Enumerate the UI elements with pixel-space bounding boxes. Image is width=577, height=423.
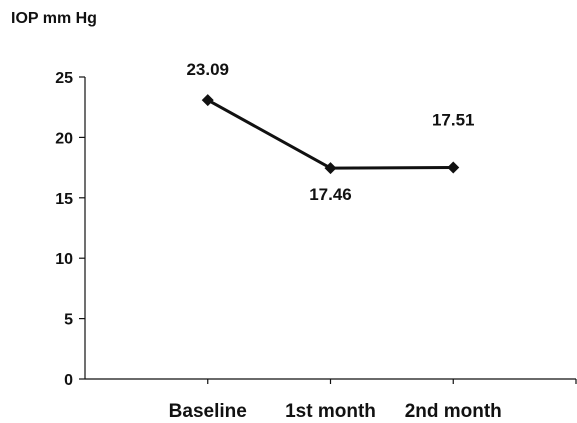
series-line — [207, 98, 454, 170]
y-tick-label: 25 — [55, 70, 73, 87]
series — [201, 94, 460, 175]
x-tick-label: 1st month — [285, 401, 376, 422]
x-tick-label: Baseline — [169, 401, 247, 422]
y-tick-label: 5 — [64, 312, 73, 329]
data-point-marker — [201, 94, 214, 107]
data-label: 17.51 — [432, 110, 475, 129]
data-point-marker — [447, 161, 460, 174]
y-tick-label: 10 — [55, 251, 73, 268]
data-labels: 23.09 17.46 17.51 — [186, 60, 474, 204]
x-tick-label: 2nd month — [405, 401, 502, 422]
y-tick-label: 0 — [64, 372, 73, 389]
data-point-marker — [324, 162, 337, 175]
data-label: 17.46 — [309, 185, 352, 204]
data-label: 23.09 — [186, 60, 229, 79]
y-tick-label: 15 — [55, 191, 73, 208]
y-tick-label: 20 — [55, 130, 73, 147]
y-axis-title: IOP mm Hg — [11, 10, 97, 27]
axes — [84, 77, 576, 380]
x-ticks: Baseline 1st month 2nd month — [169, 379, 577, 422]
y-ticks: 0 5 10 15 20 25 — [55, 70, 85, 389]
